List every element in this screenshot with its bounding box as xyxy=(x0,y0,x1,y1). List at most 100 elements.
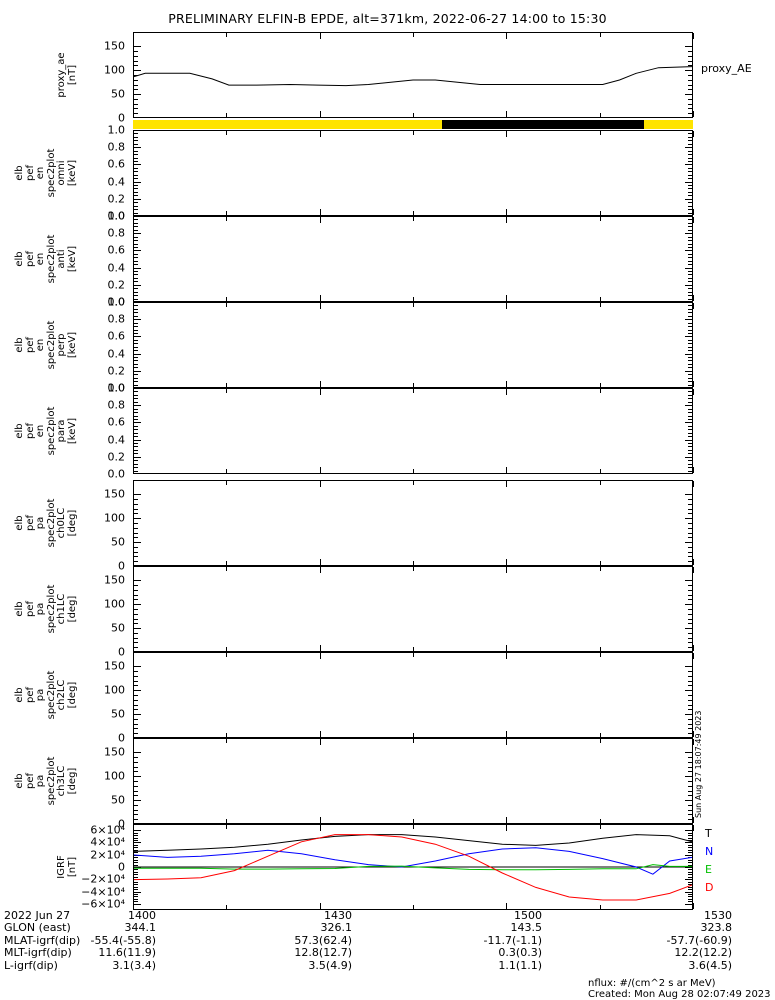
yminor-mark-pa-ch0lc xyxy=(688,503,692,505)
ytick-mark-pa-ch1lc-2 xyxy=(685,628,692,630)
yminor-mark-en-anti xyxy=(134,291,138,293)
ytick-mark-pa-ch3lc-0 xyxy=(134,752,141,754)
ytick-labels-pa-ch3lc: 150 100 50 0 xyxy=(79,738,125,830)
ytick-mark-proxy-ae-0 xyxy=(685,46,692,48)
ytick-mark-en-anti-5 xyxy=(685,301,692,302)
yminor-mark-proxy-ae xyxy=(134,65,138,67)
yminor-mark-en-para xyxy=(688,467,692,469)
xtick-mark-pa-ch2lc xyxy=(693,731,694,737)
xtick-mark-pa-ch3lc xyxy=(413,739,414,743)
yminor-mark-proxy-ae xyxy=(688,75,692,76)
ytick-mark-pa-ch2lc-2 xyxy=(134,714,141,716)
ytick-igrf-1: 4×10⁴ xyxy=(90,835,125,849)
ylabel-pa-ch1lc-3: spec2plot xyxy=(45,584,57,634)
bottom-row-value-0-2: 1500 xyxy=(514,909,542,922)
bottom-row-value-2-3: -57.7(-60.9) xyxy=(666,933,732,947)
ytick-igrf-3: 0 xyxy=(118,860,125,874)
yminor-mark-en-omni xyxy=(134,202,138,204)
yminor-mark-pa-ch0lc xyxy=(688,527,692,529)
yminor-mark-en-omni xyxy=(134,205,138,207)
ytick-mark-en-para-3 xyxy=(685,439,692,441)
ylabel-en-omni-0: elb xyxy=(14,165,25,181)
yminor-mark-pa-ch2lc xyxy=(134,723,138,725)
ytick-pa-ch1lc-3: 0 xyxy=(118,645,125,659)
yminor-mark-igrf xyxy=(688,881,692,883)
yminor-mark-pa-ch2lc xyxy=(134,728,138,730)
ytick-mark-en-perp-1 xyxy=(134,319,141,321)
xtick-mark-en-perp xyxy=(413,303,414,307)
xtick-mark-en-perp xyxy=(506,381,508,387)
yminor-mark-en-omni xyxy=(688,212,692,214)
ytick-mark-pa-ch1lc-0 xyxy=(685,580,692,582)
ytick-en-para-3: 0.4 xyxy=(107,433,126,447)
xtick-mark-pa-ch2lc xyxy=(506,653,508,659)
ytick-pa-ch1lc-1: 100 xyxy=(104,597,125,611)
ylabel-en-perp-4: perp xyxy=(56,333,67,357)
xtick-mark-pa-ch0lc xyxy=(133,481,134,487)
yminor-mark-en-perp xyxy=(688,357,692,359)
yminor-mark-en-anti xyxy=(134,277,138,279)
yminor-mark-en-perp xyxy=(134,363,138,365)
xtick-mark-proxy-ae xyxy=(133,111,134,117)
xtick-mark-en-perp xyxy=(693,381,694,387)
xtick-mark-en-anti xyxy=(133,217,134,223)
ytick-mark-en-omni-4 xyxy=(134,198,141,200)
ytick-mark-pa-ch3lc-2 xyxy=(134,800,141,802)
xtick-mark-en-para xyxy=(226,389,228,393)
ytick-mark-pa-ch0lc-1 xyxy=(685,518,692,520)
ylabel-pa-ch3lc-2: pa xyxy=(35,774,46,788)
ytick-mark-en-omni-3 xyxy=(134,181,141,183)
yminor-mark-pa-ch2lc xyxy=(688,671,692,673)
xtick-mark-proxy-ae xyxy=(413,33,414,37)
ytick-en-omni-0: 1.0 xyxy=(107,123,126,137)
bottom-row-label-2: MLAT-igrf(dip) xyxy=(4,933,81,947)
ylabel-en-para-1: pef xyxy=(24,422,36,440)
xtick-mark-igrf xyxy=(319,825,321,831)
yminor-mark-en-para xyxy=(134,391,138,393)
ylabel-pa-ch3lc-5: [deg] xyxy=(66,767,78,795)
yminor-mark-proxy-ae xyxy=(688,108,692,110)
xtick-mark-pa-ch3lc xyxy=(599,739,601,743)
yminor-mark-igrf xyxy=(134,874,138,876)
yminor-mark-en-omni xyxy=(134,191,138,193)
yminor-mark-en-anti xyxy=(134,298,138,300)
yminor-mark-en-omni xyxy=(688,202,692,204)
xtick-mark-en-para xyxy=(506,389,508,395)
ylabel-en-omni-5: [keV] xyxy=(66,159,78,187)
xtick-mark-pa-ch0lc xyxy=(133,559,134,565)
yminor-mark-en-para xyxy=(688,443,692,445)
panel-frame-pa-ch2lc xyxy=(133,652,693,738)
yminor-mark-pa-ch1lc xyxy=(134,637,138,639)
ytick-en-perp-1: 0.8 xyxy=(107,312,126,326)
ytick-proxy-ae-1: 100 xyxy=(104,63,125,77)
ylabel-pa-ch1lc-4: ch1LC xyxy=(56,593,67,625)
xtick-mark-pa-ch0lc xyxy=(599,561,601,565)
ytick-mark-pa-ch3lc-2 xyxy=(685,800,692,802)
yminor-mark-igrf xyxy=(134,894,138,896)
xtick-mark-pa-ch3lc xyxy=(506,739,508,745)
proxy-ae-side-label: proxy_AE xyxy=(701,62,752,75)
yminor-mark-pa-ch3lc xyxy=(688,781,692,782)
xtick-mark-en-anti xyxy=(599,217,601,221)
yminor-mark-en-para xyxy=(134,394,138,396)
ytick-en-omni-1: 0.8 xyxy=(107,140,126,154)
ylabel-proxy-ae-1: [nT] xyxy=(66,64,78,86)
xtick-mark-en-omni xyxy=(693,209,694,215)
ytick-mark-igrf-1 xyxy=(134,842,141,844)
ytick-en-para-2: 0.6 xyxy=(107,415,126,429)
xtick-mark-en-perp xyxy=(599,303,601,307)
bottom-row-value-1-2: 143.5 xyxy=(510,921,543,935)
xtick-mark-pa-ch2lc xyxy=(226,733,228,737)
yminor-mark-en-omni xyxy=(688,171,692,173)
xtick-mark-en-anti xyxy=(319,217,321,223)
xtick-mark-pa-ch2lc xyxy=(319,731,321,737)
ytick-mark-en-perp-3 xyxy=(685,353,692,355)
yminor-mark-igrf xyxy=(688,894,692,896)
yminor-mark-proxy-ae xyxy=(688,98,692,100)
xtick-mark-pa-ch1lc xyxy=(413,567,414,571)
ytick-mark-igrf-2 xyxy=(685,854,692,856)
ytick-mark-proxy-ae-3 xyxy=(685,117,692,118)
ytick-mark-en-perp-0 xyxy=(685,302,692,303)
ytick-proxy-ae-3: 0 xyxy=(118,111,125,125)
